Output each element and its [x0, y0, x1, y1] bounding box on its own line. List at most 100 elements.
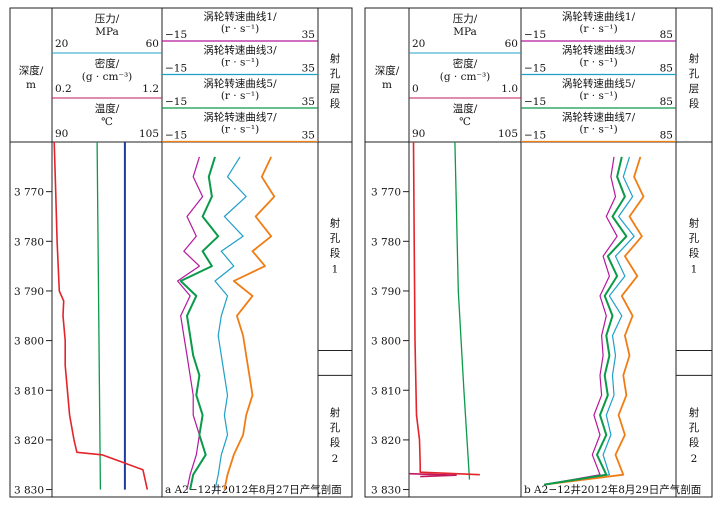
- rpm-curve-1: [177, 156, 204, 490]
- rpm-curve-3: [544, 156, 635, 486]
- zones-header-char: 射: [689, 52, 700, 65]
- temperature-track-unit: ℃: [459, 116, 471, 128]
- pressure-scale-max: 60: [146, 38, 159, 50]
- pressure-track-unit: MPa: [95, 26, 119, 38]
- depth-tick-label: 3 790: [14, 286, 44, 298]
- rpm-scale-min: −15: [524, 96, 546, 108]
- zones-header-char: 射: [330, 52, 341, 65]
- rpm-track-label: 涡轮转速曲线1/: [562, 10, 636, 23]
- rpm-track-unit: (r · s⁻¹): [579, 124, 617, 136]
- density-curve: [96, 141, 102, 490]
- rpm-scale-min: −15: [165, 63, 187, 75]
- panel-frame: [9, 7, 353, 498]
- panel-caption: a A2−12井2012年8月27日产气剖面: [165, 483, 342, 496]
- temperature-curve: [412, 141, 480, 476]
- zone-label-char: 段: [689, 436, 700, 449]
- pressure-scale-min: 20: [412, 38, 425, 50]
- depth-tick-label: 3 800: [14, 336, 44, 348]
- rpm-scale-min: −15: [524, 63, 546, 75]
- zones-header-char: 层: [330, 83, 341, 95]
- rpm-scale-min: −15: [165, 130, 187, 142]
- zones-header-char: 段: [689, 97, 700, 110]
- rpm-track-label: 涡轮转速曲线7/: [203, 111, 277, 124]
- rpm-scale-max: 35: [302, 63, 315, 75]
- zones-header-char: 段: [330, 97, 341, 110]
- zone-label-char: 孔: [330, 421, 341, 434]
- density-track-unit: (g · cm⁻³): [82, 71, 133, 83]
- zone-label-char: 孔: [689, 231, 700, 244]
- depth-tick-label: 3 780: [371, 236, 401, 248]
- temperature-scale-min: 90: [412, 128, 425, 140]
- depth-axis-label: 深度/: [375, 64, 400, 77]
- rpm-scale-max: 85: [660, 130, 673, 142]
- zone-label-char: 段: [330, 246, 341, 259]
- depth-tick-label: 3 770: [14, 187, 44, 199]
- density-scale-max: 1.0: [501, 83, 518, 95]
- rpm-track-label: 涡轮转速曲线3/: [562, 44, 636, 57]
- rpm-scale-max: 85: [660, 96, 673, 108]
- zone-label-char: 射: [330, 406, 341, 419]
- rpm-scale-min: −15: [165, 96, 187, 108]
- rpm-track-unit: (r · s⁻¹): [579, 57, 617, 69]
- zone-index: 1: [691, 263, 698, 275]
- pressure-track-unit: MPa: [453, 26, 477, 38]
- rpm-track-unit: (r · s⁻¹): [579, 90, 617, 102]
- density-scale-min: 0.2: [55, 83, 72, 95]
- zone-label-char: 段: [330, 436, 341, 449]
- rpm-track-unit: (r · s⁻¹): [221, 90, 259, 102]
- rpm-curve-5: [544, 156, 628, 486]
- zone-label-char: 射: [689, 216, 700, 229]
- zones-header-char: 层: [689, 83, 700, 95]
- rpm-scale-min: −15: [165, 29, 187, 41]
- panel-caption: b A2−12井2012年8月29日产气剖面: [524, 483, 701, 496]
- depth-tick-label: 3 780: [14, 236, 44, 248]
- rpm-track-label: 涡轮转速曲线1/: [203, 10, 277, 23]
- depth-tick-label: 3 770: [371, 187, 401, 199]
- pressure-scale-max: 60: [505, 38, 518, 50]
- zone-index: 2: [332, 453, 339, 465]
- rpm-track-unit: (r · s⁻¹): [221, 57, 259, 69]
- rpm-track-unit: (r · s⁻¹): [579, 23, 617, 35]
- pressure-track-label: 压力/: [95, 12, 120, 25]
- rpm-scale-max: 85: [660, 63, 673, 75]
- rpm-track-label: 涡轮转速曲线3/: [203, 44, 277, 57]
- depth-tick-label: 3 790: [371, 286, 401, 298]
- zone-label-char: 段: [689, 246, 700, 259]
- density-track-unit: (g · cm⁻³): [440, 71, 491, 83]
- density-track-label: 密度/: [95, 57, 120, 70]
- depth-tick-label: 3 830: [14, 485, 44, 497]
- density-scale-max: 1.2: [142, 83, 159, 95]
- temperature-scale-max: 105: [139, 128, 159, 140]
- pressure-scale-min: 20: [55, 38, 68, 50]
- density-scale-min: 0: [412, 83, 419, 95]
- depth-tick-label: 3 810: [371, 385, 401, 397]
- panel-frame: [364, 7, 713, 498]
- depth-tick-label: 3 820: [371, 435, 401, 447]
- depth-tick-label: 3 810: [14, 385, 44, 397]
- zone-index: 2: [691, 453, 698, 465]
- rpm-curve-7: [223, 156, 276, 490]
- zone-label-char: 孔: [330, 231, 341, 244]
- density-spike: [408, 472, 457, 478]
- rpm-curve-5: [179, 156, 220, 490]
- zone-index: 1: [332, 263, 339, 275]
- zone-label-char: 孔: [689, 421, 700, 434]
- depth-tick-label: 3 800: [371, 336, 401, 348]
- density-curve: [454, 141, 471, 480]
- rpm-scale-min: −15: [524, 130, 546, 142]
- depth-axis-unit: m: [382, 79, 392, 91]
- rpm-scale-max: 35: [302, 96, 315, 108]
- temperature-curve: [53, 141, 149, 490]
- temperature-track-unit: ℃: [101, 116, 113, 128]
- depth-axis-label: 深度/: [19, 64, 44, 77]
- density-track-label: 密度/: [453, 57, 478, 70]
- rpm-curve-3: [214, 156, 247, 490]
- rpm-curve-7: [544, 156, 645, 486]
- panel-b: 深度/m 3 770 3 780 3 790 3 800 3 810 3 820 3 830 压…: [364, 7, 713, 498]
- rpm-track-label: 涡轮转速曲线7/: [562, 111, 636, 124]
- rpm-scale-max: 35: [302, 29, 315, 41]
- rpm-track-label: 涡轮转速曲线5/: [203, 77, 277, 90]
- temperature-scale-min: 90: [55, 128, 68, 140]
- panel-a: 深度/m 3 770 3 780 3 790 3 800 3 810 3 820 3 830 压…: [9, 7, 353, 498]
- rpm-track-label: 涡轮转速曲线5/: [562, 77, 636, 90]
